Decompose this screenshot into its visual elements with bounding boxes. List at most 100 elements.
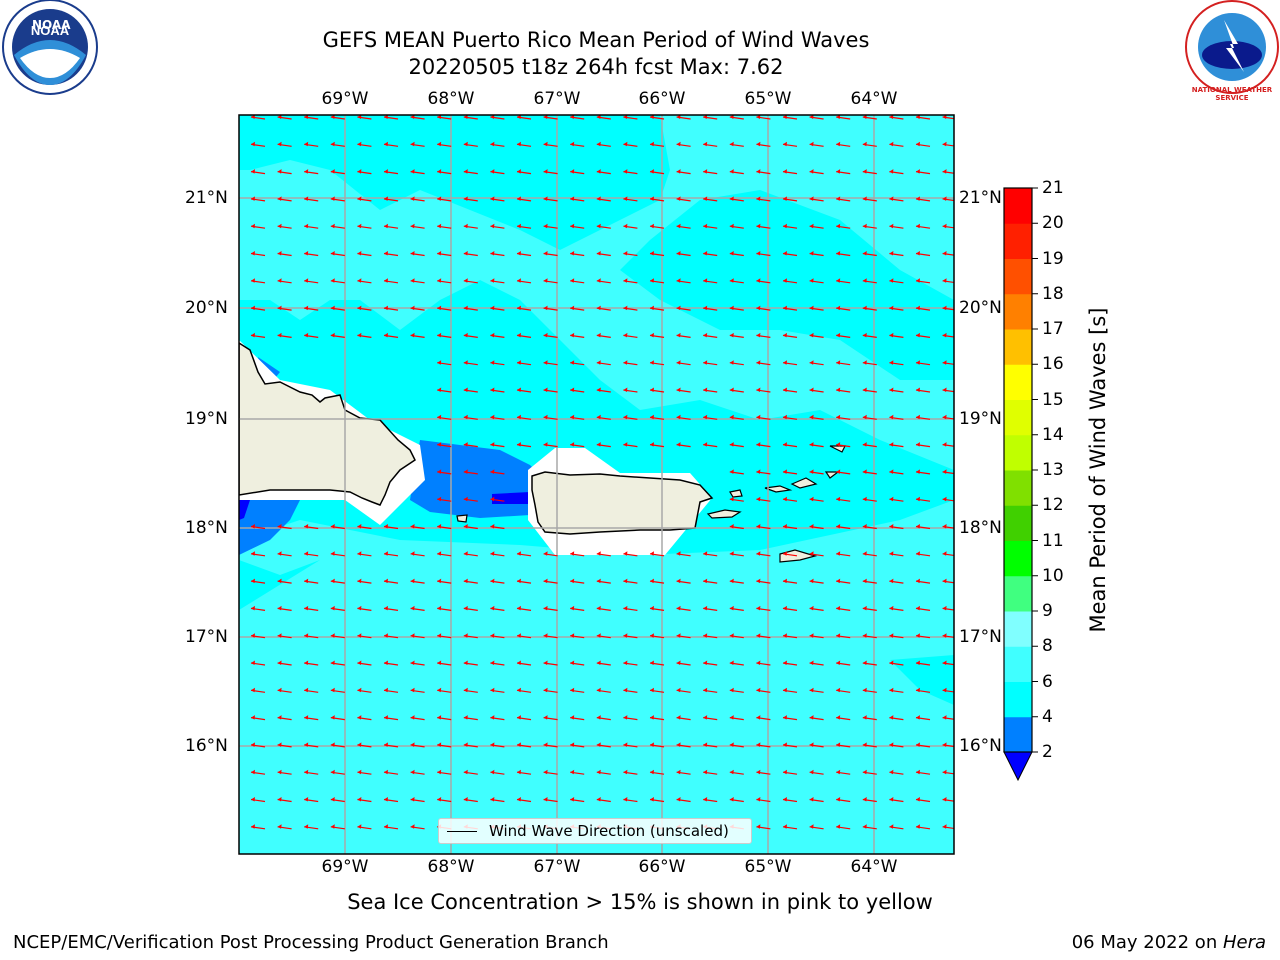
wind-wave-arrowhead [889,442,894,447]
wind-wave-arrowhead [889,360,894,365]
wind-wave-arrowhead [570,687,575,693]
wind-wave-arrowhead [703,769,708,775]
wind-wave-arrowhead [889,223,894,229]
wind-wave-arrowhead [357,605,362,611]
wind-wave-arrowhead [836,169,841,174]
wind-wave-arrowhead [942,223,947,229]
wind-wave-arrowhead [862,414,867,420]
wind-wave-arrowhead [304,797,309,802]
wind-wave-arrowhead [650,715,654,720]
wind-wave-arrowhead [330,633,335,638]
wind-wave-arrowhead [862,387,867,392]
wind-wave-arrowhead [251,278,255,283]
wind-wave-arrowhead [916,115,920,119]
wind-wave-arrowhead [756,769,761,775]
wind-wave-arrowhead [277,605,282,611]
wind-wave-arrowhead [942,141,947,147]
wind-wave-arrowhead [916,196,920,201]
wind-wave-arrowhead [756,332,761,338]
nws-logo-label: NATIONAL WEATHER SERVICE [1191,86,1273,102]
wind-wave-arrowhead [490,496,495,502]
wind-wave-arrowhead [463,496,468,502]
wind-wave-arrowhead [543,414,548,420]
wind-wave-arrowhead [650,769,654,775]
wind-wave-arrowhead [570,442,575,447]
wind-wave-arrowhead [836,496,841,502]
wind-wave-arrowhead [437,414,442,420]
wind-wave-arrowhead [809,360,814,365]
wind-wave-arrowhead [623,687,628,693]
wind-wave-arrowhead [251,797,255,802]
wind-wave-arrowhead [942,169,947,174]
wind-wave-arrowhead [570,115,575,119]
wind-wave-arrowhead [596,414,601,420]
wind-wave-arrowhead [384,169,388,174]
wind-wave-arrowhead [836,715,841,720]
wind-wave-arrowhead [357,115,362,119]
wind-wave-arrowhead [330,115,335,119]
wind-wave-arrowhead [437,387,442,392]
wind-wave-arrowhead [729,769,734,775]
wind-wave-arrowhead [490,141,495,147]
wind-wave-arrowhead [357,169,362,174]
wind-wave-arrowhead [623,387,628,392]
wind-wave-arrowhead [862,496,867,502]
colorbar-tick-label: 2 [1042,742,1053,762]
wind-wave-arrowhead [277,305,282,311]
wind-wave-arrowhead [650,305,654,311]
wind-wave-arrowhead [889,332,894,338]
wind-wave-arrowhead [384,524,388,529]
wind-wave-arrowhead [570,332,575,338]
wind-wave-arrowhead [490,278,495,283]
wind-wave-arrowhead [543,551,548,556]
wind-wave-arrowhead [783,278,787,283]
wind-wave-arrowhead [889,633,894,638]
wind-wave-arrowhead [463,251,468,256]
colorbar-title: Mean Period of Wind Waves [s] [1086,307,1110,633]
map-frame [238,114,955,855]
colorbar-segment [1004,434,1032,471]
wind-wave-arrowhead [623,196,628,201]
wind-wave-arrowhead [596,551,601,556]
wind-wave-arrowhead [437,687,442,693]
wind-wave-arrowhead [304,687,309,693]
wind-wave-arrowhead [783,332,787,338]
wind-wave-arrowhead [304,578,309,584]
wind-wave-arrowhead [729,332,734,338]
wind-wave-arrowhead [783,797,787,802]
wind-wave-arrowhead [836,633,841,638]
wind-wave-arrowhead [942,660,947,665]
wind-wave-arrowhead [916,442,920,447]
wind-wave-arrowhead [809,414,814,420]
wind-wave-arrowhead [889,742,894,747]
wind-wave-arrowhead [756,115,761,119]
wind-wave-arrowhead [809,633,814,638]
wind-wave-arrowhead [517,141,521,147]
wind-wave-arrowhead [623,360,628,365]
wind-wave-arrowhead [596,169,601,174]
wind-wave-arrowhead [623,169,628,174]
wind-wave-arrowhead [517,196,521,201]
wind-wave-arrowhead [570,278,575,283]
wind-wave-arrowhead [676,332,681,338]
wind-wave-arrowhead [703,687,708,693]
wind-wave-arrowhead [277,223,282,229]
colorbar-tick-label: 12 [1042,495,1064,516]
wind-wave-arrowhead [490,169,495,174]
wind-wave-arrowhead [304,305,309,311]
wind-wave-arrowhead [463,797,468,802]
lon-label-bottom: 68°W [427,857,475,877]
lat-label-left: 16°N [185,736,228,756]
wind-wave-arrowhead [410,824,415,829]
wind-wave-arrowhead [809,578,814,584]
lon-label-top: 68°W [427,89,475,109]
wind-wave-arrowhead [809,469,814,474]
wind-wave-arrowhead [596,387,601,392]
wind-wave-arrowhead [304,141,309,147]
wind-wave-arrowhead [756,715,761,720]
wind-wave-arrowhead [543,251,548,256]
wind-wave-arrowhead [330,742,335,747]
wind-wave-arrowhead [650,414,654,420]
wind-wave-arrowhead [809,305,814,311]
wind-wave-arrowhead [330,687,335,693]
